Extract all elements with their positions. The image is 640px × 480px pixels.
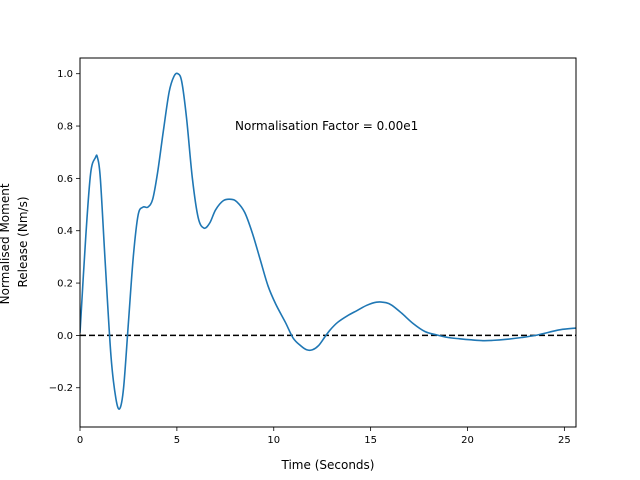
y-axis-label-line-2: Release (Nm/s) (16, 196, 30, 287)
plot-area (80, 72, 576, 410)
y-tick-label: 0.0 (57, 331, 73, 342)
x-tick-label: 0 (77, 435, 83, 446)
x-tick-label: 15 (364, 435, 377, 446)
axis-ticks: 0 5 10 15 20 25 −0.2 0.0 0.2 0.4 0.6 0.8 1.0 (49, 69, 571, 446)
y-tick-label: 0.2 (57, 279, 73, 290)
y-tick-label: 0.4 (57, 226, 73, 237)
x-tick-label: 25 (558, 435, 571, 446)
plot-frame (79, 57, 577, 428)
y-axis-label-line-1: Normalised Moment (0, 183, 12, 304)
y-tick-label: −0.2 (49, 383, 73, 394)
x-tick-label: 20 (461, 435, 474, 446)
normalisation-factor-annotation: Normalisation Factor = 0.00e1 (235, 119, 418, 133)
y-axis-label: Normalised Moment Release (Nm/s) (0, 180, 30, 305)
y-tick-label: 1.0 (57, 69, 73, 80)
series-line-0 (80, 72, 576, 410)
y-tick-label: 0.8 (57, 122, 73, 133)
y-tick-label: 0.6 (57, 174, 73, 185)
x-axis-label: Time (Seconds) (281, 458, 375, 472)
x-tick-label: 5 (174, 435, 180, 446)
x-tick-label: 10 (267, 435, 280, 446)
